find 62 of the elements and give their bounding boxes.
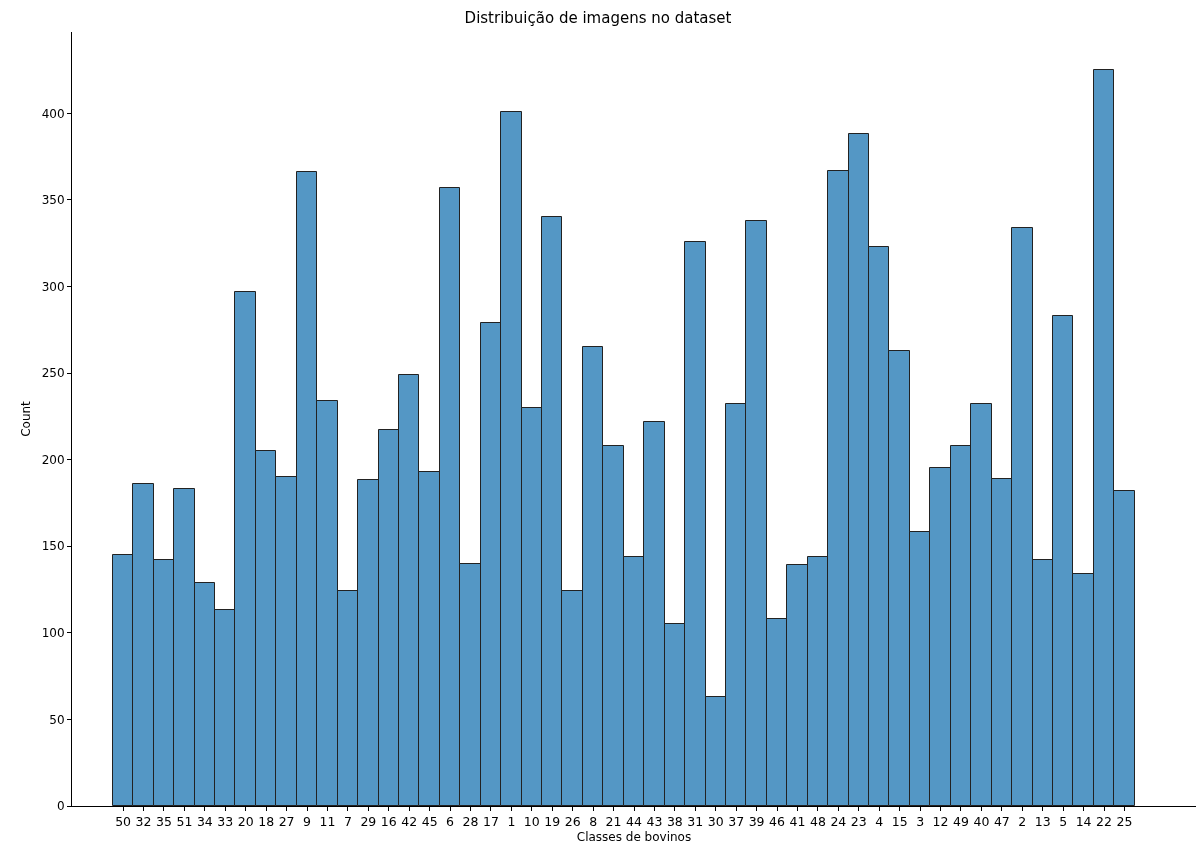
y-tick-label: 350 (41, 193, 65, 208)
x-tick-label: 25 (1116, 814, 1133, 829)
y-tick-label: 250 (41, 366, 65, 381)
x-tick-label: 5 (1059, 814, 1068, 829)
x-tick-label: 20 (237, 814, 254, 829)
x-tick-label: 45 (421, 814, 438, 829)
y-axis-title: Count (18, 400, 33, 437)
x-tick-label: 47 (993, 814, 1010, 829)
x-tick-label: 22 (1096, 814, 1112, 829)
x-tick-label: 50 (115, 814, 132, 829)
x-tick-label: 41 (789, 814, 806, 829)
x-tick-label: 9 (303, 814, 312, 829)
x-tick-label: 30 (707, 814, 724, 829)
x-tick-label: 1 (507, 814, 516, 829)
x-tick-label: 21 (605, 814, 622, 829)
x-tick-label: 35 (156, 814, 172, 829)
x-tick-label: 7 (343, 814, 352, 829)
x-tick-label: 31 (687, 814, 704, 829)
y-tick-label: 200 (41, 452, 65, 467)
x-tick-label: 13 (1034, 814, 1051, 829)
x-tick-label: 43 (646, 814, 663, 829)
x-tick-label: 37 (728, 814, 745, 829)
x-tick-label: 14 (1075, 814, 1092, 829)
x-tick-label: 19 (544, 814, 561, 829)
y-tick-label: 400 (41, 106, 65, 121)
x-tick-label: 34 (196, 814, 213, 829)
x-tick-label: 4 (875, 814, 884, 829)
x-tick-label: 10 (523, 814, 540, 829)
x-tick-label: 42 (401, 814, 418, 829)
x-tick-label: 40 (973, 814, 990, 829)
y-tick-label: 150 (41, 539, 65, 554)
x-tick-label: 32 (135, 814, 152, 829)
chart-title: Distribuição de imagens no dataset (464, 9, 732, 28)
x-tick-label: 26 (564, 814, 581, 829)
y-tick-label: 0 (56, 799, 65, 814)
x-tick-label: 16 (380, 814, 397, 829)
x-tick-label: 46 (769, 814, 786, 829)
x-tick-label: 48 (809, 814, 826, 829)
x-tick-label: 23 (850, 814, 867, 829)
x-tick-label: 27 (278, 814, 295, 829)
x-tick-label: 39 (748, 814, 765, 829)
x-tick-label: 17 (483, 814, 499, 829)
x-tick-label: 51 (176, 814, 193, 829)
x-tick-label: 6 (446, 814, 455, 829)
x-tick-label: 28 (462, 814, 479, 829)
x-tick-label: 49 (953, 814, 969, 829)
x-tick-label: 24 (830, 814, 847, 829)
y-tick-label: 100 (41, 626, 65, 641)
x-tick-label: 15 (891, 814, 908, 829)
y-tick-label: 300 (41, 279, 65, 294)
x-axis-title: Classes de bovinos (576, 829, 692, 844)
y-tick-label: 50 (49, 712, 65, 727)
x-tick-label: 12 (932, 814, 949, 829)
x-tick-label: 11 (319, 814, 336, 829)
x-tick-label: 2 (1018, 814, 1027, 829)
x-tick-label: 29 (360, 814, 377, 829)
x-tick-label: 18 (258, 814, 275, 829)
x-tick-label: 8 (589, 814, 598, 829)
x-tick-label: 38 (666, 814, 683, 829)
x-tick-label: 33 (217, 814, 234, 829)
x-tick-label: 44 (626, 814, 642, 829)
x-tick-label: 3 (916, 814, 925, 829)
